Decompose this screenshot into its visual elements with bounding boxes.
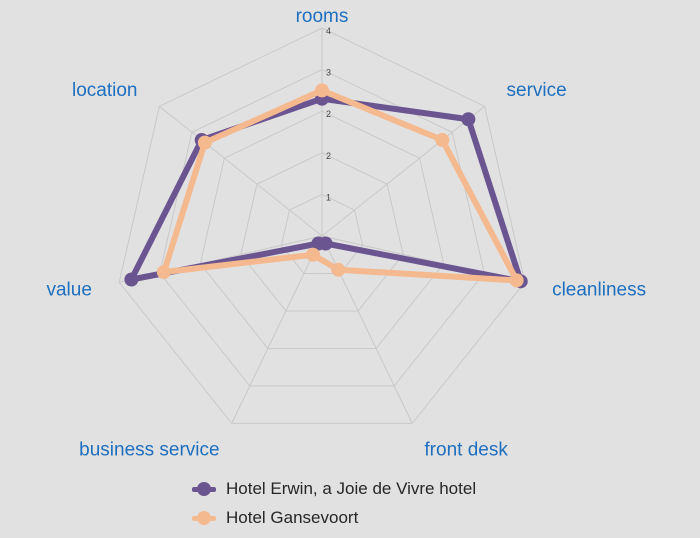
series-2-point-1 <box>315 83 329 98</box>
radial-tick-label-1: 1 <box>326 192 331 202</box>
legend-item-series-2[interactable]: Hotel Gansevoort <box>192 503 476 532</box>
grid-ring-5 <box>118 27 526 424</box>
grid-ring-3 <box>199 110 445 349</box>
series-line-2 <box>160 87 520 284</box>
legend-swatch-series-1 <box>192 481 216 496</box>
grid-ring-4 <box>159 69 485 387</box>
series-1-point-6 <box>124 272 139 287</box>
grid-spoke-5 <box>231 235 323 424</box>
legend: Hotel Erwin, a Joie de Vivre hotel Hotel… <box>192 474 476 532</box>
legend-swatch-series-2 <box>192 510 216 525</box>
category-label-value: value <box>46 280 91 301</box>
grid-spoke-7 <box>159 105 323 237</box>
grid-ring-2 <box>240 152 404 312</box>
legend-label-series-1: Hotel Erwin, a Joie de Vivre hotel <box>226 478 477 498</box>
legend-marker-series-1 <box>197 481 211 496</box>
series-2-point-4 <box>331 262 346 277</box>
radial-tick-label-5: 4 <box>326 26 331 36</box>
category-label-cleanliness: cleanliness <box>552 280 646 301</box>
grid-spoke-2 <box>321 105 485 237</box>
series-1-point-2 <box>461 112 476 127</box>
category-label-front-desk: front desk <box>424 440 508 461</box>
series-2-point-7 <box>197 135 212 150</box>
series-2-point-6 <box>156 265 171 280</box>
category-label-business-service: business service <box>79 440 219 461</box>
radial-tick-label-4: 3 <box>326 68 331 78</box>
legend-label-series-2: Hotel Gansevoort <box>226 507 359 527</box>
category-label-service: service <box>507 80 567 101</box>
category-label-rooms: rooms <box>296 6 349 27</box>
series-2-point-5 <box>305 247 320 262</box>
legend-marker-series-2 <box>197 510 211 525</box>
series-2-point-2 <box>435 133 450 148</box>
series-2-point-3 <box>509 273 524 288</box>
series-1-point-5 <box>311 236 326 251</box>
radial-tick-label-3: 2 <box>326 109 331 119</box>
legend-item-series-1[interactable]: Hotel Erwin, a Joie de Vivre hotel <box>192 474 476 503</box>
radial-tick-label-2: 2 <box>326 151 331 161</box>
grid-ring-1 <box>280 193 364 274</box>
category-label-location: location <box>72 80 138 101</box>
